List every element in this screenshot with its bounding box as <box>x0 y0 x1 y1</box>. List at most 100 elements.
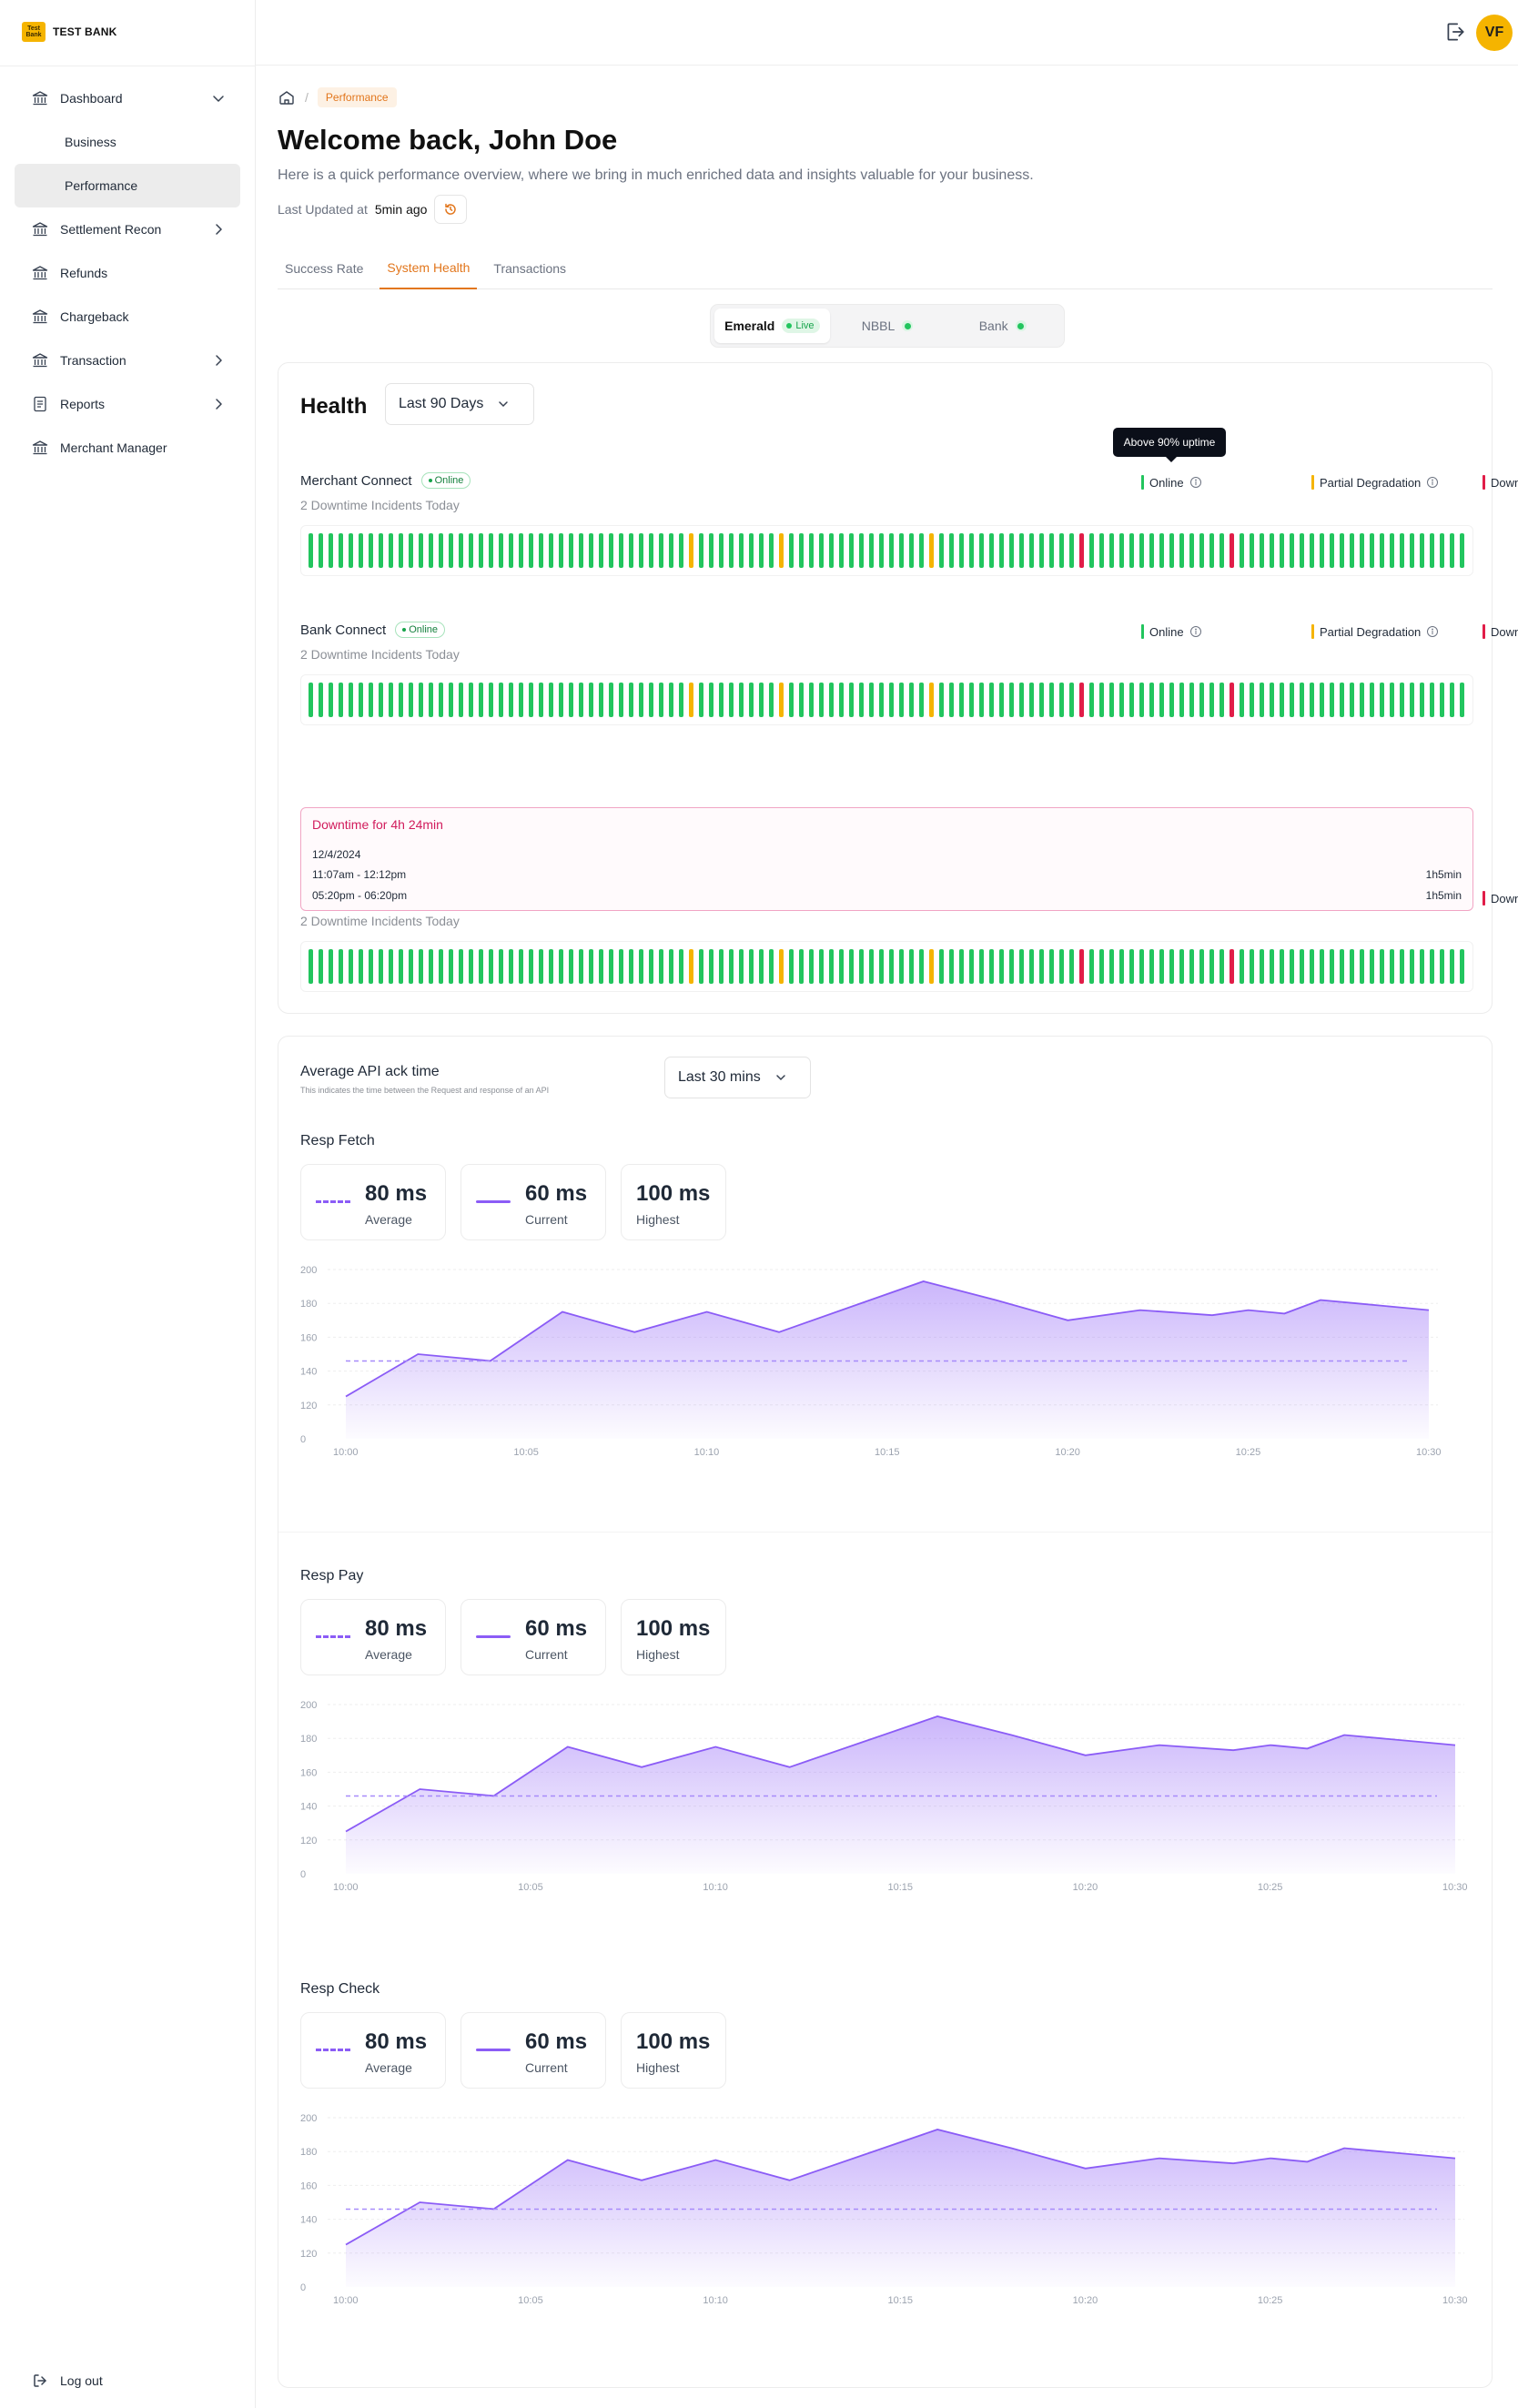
uptime-bar[interactable] <box>1230 949 1234 984</box>
uptime-bar[interactable] <box>849 949 854 984</box>
uptime-bar[interactable] <box>829 533 834 568</box>
uptime-bar[interactable] <box>1069 533 1074 568</box>
uptime-bar[interactable] <box>1109 949 1114 984</box>
uptime-bar[interactable] <box>869 949 874 984</box>
info-icon[interactable] <box>1426 625 1439 638</box>
tab-system-health[interactable]: System Health <box>380 248 478 289</box>
uptime-bar[interactable] <box>589 533 593 568</box>
uptime-bar[interactable] <box>1330 949 1334 984</box>
uptime-bar[interactable] <box>369 533 373 568</box>
uptime-bar[interactable] <box>349 683 353 717</box>
sidebar-item-refunds[interactable]: Refunds <box>15 251 240 295</box>
uptime-bar[interactable] <box>1230 683 1234 717</box>
uptime-bar[interactable] <box>999 533 1004 568</box>
uptime-bar[interactable] <box>1250 683 1254 717</box>
uptime-bar[interactable] <box>1350 683 1354 717</box>
uptime-bar[interactable] <box>499 949 503 984</box>
uptime-bar[interactable] <box>929 949 934 984</box>
uptime-bar[interactable] <box>489 683 493 717</box>
uptime-bar[interactable] <box>1460 533 1464 568</box>
uptime-bar[interactable] <box>599 683 603 717</box>
uptime-bar[interactable] <box>839 533 844 568</box>
uptime-bar[interactable] <box>1109 683 1114 717</box>
uptime-bar[interactable] <box>769 533 774 568</box>
uptime-bar[interactable] <box>1330 683 1334 717</box>
uptime-bar[interactable] <box>909 949 914 984</box>
uptime-bar[interactable] <box>709 949 713 984</box>
info-icon[interactable] <box>1189 476 1202 489</box>
uptime-bar[interactable] <box>1129 533 1134 568</box>
uptime-bar[interactable] <box>1059 533 1064 568</box>
uptime-bar[interactable] <box>1179 533 1184 568</box>
uptime-bar[interactable] <box>1240 533 1244 568</box>
uptime-bar[interactable] <box>769 683 774 717</box>
uptime-bar[interactable] <box>1310 949 1314 984</box>
uptime-bar[interactable] <box>1320 683 1324 717</box>
uptime-bar[interactable] <box>419 949 423 984</box>
uptime-bar[interactable] <box>779 533 784 568</box>
uptime-bar[interactable] <box>649 949 653 984</box>
uptime-bar[interactable] <box>629 533 633 568</box>
info-icon[interactable] <box>1426 476 1439 489</box>
uptime-bar[interactable] <box>1390 533 1394 568</box>
uptime-bar[interactable] <box>319 533 323 568</box>
uptime-bar[interactable] <box>859 683 864 717</box>
uptime-bar[interactable] <box>509 533 513 568</box>
uptime-bar[interactable] <box>459 533 463 568</box>
uptime-bar[interactable] <box>689 533 693 568</box>
uptime-bar[interactable] <box>819 949 824 984</box>
uptime-bar[interactable] <box>859 533 864 568</box>
uptime-bar[interactable] <box>819 533 824 568</box>
uptime-bar[interactable] <box>989 533 994 568</box>
uptime-bar[interactable] <box>599 949 603 984</box>
uptime-bar[interactable] <box>479 533 483 568</box>
uptime-bar[interactable] <box>1059 949 1064 984</box>
uptime-bar[interactable] <box>889 683 894 717</box>
uptime-bar[interactable] <box>979 683 984 717</box>
uptime-bar[interactable] <box>399 949 403 984</box>
uptime-bar[interactable] <box>329 683 333 717</box>
uptime-bar[interactable] <box>1440 683 1444 717</box>
uptime-bar[interactable] <box>1350 949 1354 984</box>
uptime-bar[interactable] <box>469 533 473 568</box>
uptime-bar[interactable] <box>789 533 794 568</box>
uptime-bar[interactable] <box>619 949 623 984</box>
uptime-bar[interactable] <box>539 949 543 984</box>
uptime-bar[interactable] <box>1019 533 1024 568</box>
api-range-dropdown[interactable]: Last 30 mins <box>664 1057 811 1098</box>
uptime-bar[interactable] <box>1390 683 1394 717</box>
uptime-bar[interactable] <box>1199 949 1204 984</box>
uptime-bar[interactable] <box>749 949 754 984</box>
uptime-bar[interactable] <box>1189 683 1194 717</box>
uptime-bar[interactable] <box>899 683 904 717</box>
uptime-bar[interactable] <box>1360 949 1364 984</box>
uptime-bar[interactable] <box>1169 533 1174 568</box>
uptime-bar[interactable] <box>1079 533 1084 568</box>
uptime-bar[interactable] <box>1109 533 1114 568</box>
uptime-bar[interactable] <box>1039 533 1044 568</box>
uptime-bar[interactable] <box>409 949 413 984</box>
uptime-bar[interactable] <box>719 683 724 717</box>
uptime-bar[interactable] <box>979 533 984 568</box>
uptime-bar[interactable] <box>1250 949 1254 984</box>
uptime-bar[interactable] <box>1189 533 1194 568</box>
uptime-bar[interactable] <box>1330 533 1334 568</box>
sidebar-item-performance[interactable]: Performance <box>15 164 240 207</box>
sidebar-item-merchant-manager[interactable]: Merchant Manager <box>15 426 240 470</box>
uptime-bar[interactable] <box>629 949 633 984</box>
uptime-bar[interactable] <box>839 683 844 717</box>
uptime-bar[interactable] <box>1199 683 1204 717</box>
tab-success-rate[interactable]: Success Rate <box>285 261 364 276</box>
uptime-bar[interactable] <box>549 949 553 984</box>
uptime-bar[interactable] <box>1009 533 1014 568</box>
uptime-bar[interactable] <box>339 949 343 984</box>
uptime-bar[interactable] <box>1260 683 1264 717</box>
uptime-bar[interactable] <box>459 683 463 717</box>
uptime-bar[interactable] <box>1280 533 1284 568</box>
uptime-bar[interactable] <box>1310 683 1314 717</box>
uptime-bar[interactable] <box>1209 683 1214 717</box>
uptime-bar[interactable] <box>1089 533 1094 568</box>
uptime-bar[interactable] <box>939 533 944 568</box>
uptime-bar[interactable] <box>1250 533 1254 568</box>
uptime-bar[interactable] <box>439 683 443 717</box>
